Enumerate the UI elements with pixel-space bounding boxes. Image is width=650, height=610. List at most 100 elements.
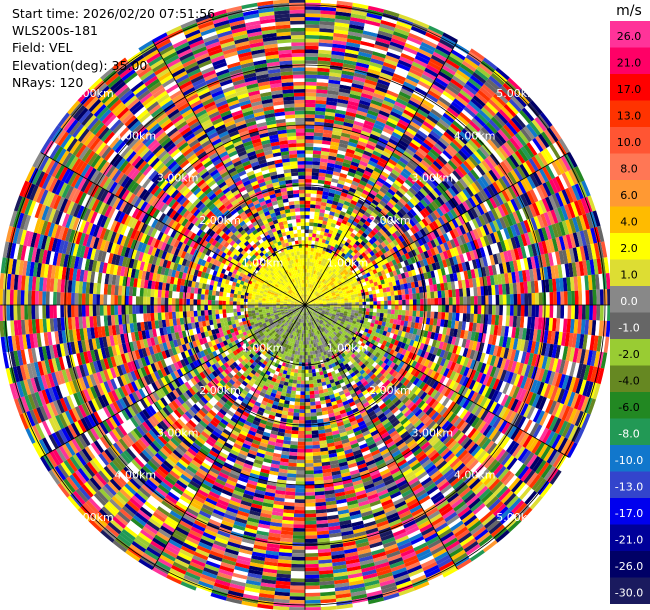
velocity-bin [311,361,315,366]
velocity-bin [318,49,332,55]
velocity-bin [315,401,321,406]
velocity-bin [408,293,413,300]
velocity-bin [317,60,331,66]
velocity-bin [305,225,310,230]
velocity-bin [350,13,367,20]
velocity-bin [366,301,370,305]
velocity-bin [305,294,307,298]
velocity-bin [308,276,311,281]
velocity-bin [313,132,324,137]
velocity-bin [355,302,360,305]
velocity-bin [317,56,331,62]
velocity-bin [438,297,442,305]
velocity-bin [309,390,315,395]
velocity-bin [335,109,347,115]
velocity-bin [305,179,312,183]
velocity-bin [380,305,385,310]
velocity-bin [339,80,353,87]
velocity-bin [306,279,308,284]
velocity-bin [320,6,337,12]
velocity-bin [402,299,406,305]
velocity-bin [393,314,399,320]
velocity-bin [313,473,324,478]
velocity-bin [346,41,361,48]
velocity-bin [305,222,310,226]
velocity-bin [434,305,439,312]
velocity-bin [398,294,403,301]
velocity-bin [348,24,365,31]
velocity-bin [365,311,370,316]
velocity-bin [405,294,410,300]
velocity-bin [415,292,421,300]
velocity-bin [331,50,345,57]
velocity-bin [316,89,328,94]
velocity-bin [310,204,316,209]
velocity-bin [310,405,316,410]
velocity-bin [387,300,392,305]
velocity-bin [324,118,335,124]
velocity-bin [596,305,601,321]
velocity-bin [318,38,333,44]
velocity-bin [318,176,326,181]
velocity-bin [327,159,336,165]
velocity-bin [313,136,323,141]
velocity-bin [574,305,579,320]
velocity-bin [365,298,370,302]
velocity-bin [556,291,561,305]
velocity-bin [344,48,359,55]
velocity-bin [306,283,309,288]
velocity-bin [336,102,348,108]
velocity-bin [310,247,315,252]
velocity-bin [321,143,331,149]
velocity-bin [312,233,317,238]
velocity-bin [308,283,311,288]
velocity-bin [393,290,399,296]
velocity-bin [307,251,311,255]
velocity-bin [506,305,511,316]
velocity-bin [405,310,410,316]
velocity-bin [315,233,320,239]
velocity-bin [308,233,313,237]
velocity-bin [316,378,322,384]
velocity-bin [352,2,369,10]
velocity-bin [319,20,335,26]
velocity-bin [325,169,334,175]
velocity-bin [476,286,482,296]
velocity-bin [314,393,320,399]
velocity-bin [423,311,428,318]
velocity-bin [309,387,315,392]
velocity-bin [313,458,322,464]
velocity-bin [430,311,435,319]
velocity-bin [376,308,381,313]
velocity-bin [415,310,421,318]
velocity-bin [382,317,387,323]
velocity-bin [488,295,493,305]
velocity-bin [309,215,315,220]
velocity-bin [445,305,449,313]
velocity-bin [305,297,307,302]
velocity-bin [527,293,532,305]
velocity-bin [308,373,313,377]
velocity-bin [351,307,356,311]
velocity-bin [329,72,342,78]
velocity-bin [338,88,351,94]
velocity-bin [373,301,377,305]
velocity-bin [312,455,322,460]
velocity-bin [332,43,347,49]
velocity-bin [386,313,391,319]
velocity-bin [312,164,320,169]
velocity-bin [316,226,322,232]
velocity-bin [320,151,330,156]
velocity-bin [311,419,318,424]
velocity-bin [305,200,311,205]
velocity-bin [305,168,313,172]
velocity-bin [394,309,399,315]
velocity-bin [305,204,311,208]
velocity-bin [312,229,317,234]
velocity-bin [309,280,312,285]
velocity-bin [409,305,413,311]
velocity-bin [448,297,453,305]
velocity-bin [310,415,318,421]
velocity-bin [444,312,449,321]
velocity-bin [326,166,335,172]
